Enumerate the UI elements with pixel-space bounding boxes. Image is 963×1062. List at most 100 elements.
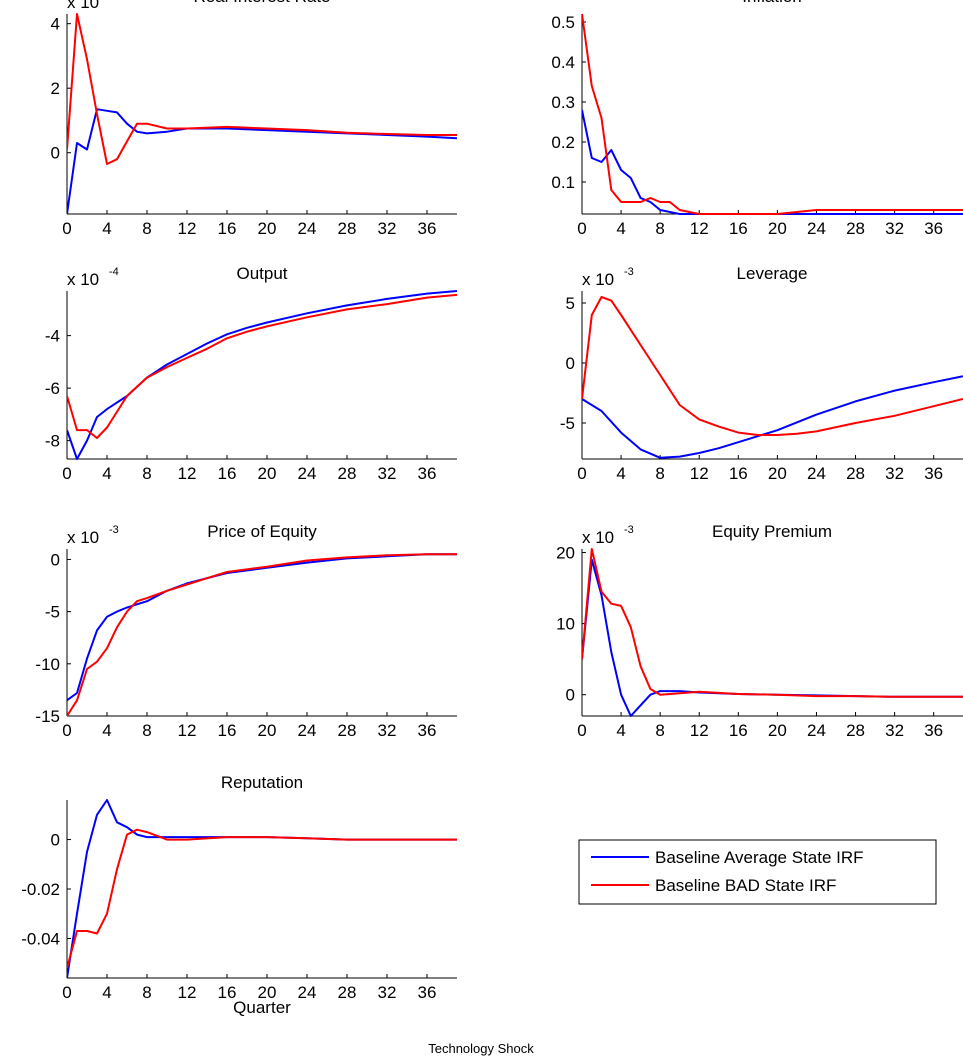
series-line-baseline-average-state-irf — [67, 553, 457, 702]
axis-exponent-power: -3 — [109, 524, 119, 536]
x-tick-label: 0 — [577, 464, 586, 483]
x-tick-label: 28 — [846, 721, 865, 740]
panel-inflation: 0 4 8 12 16 20 24 28 32 36 0.1 0.2 0.3 0.4 0.5 Inflatio… — [551, 0, 963, 238]
axis-exponent-power: -3 — [624, 266, 634, 278]
legend-label-bad: Baseline BAD State IRF — [655, 876, 836, 895]
legend-label-average: Baseline Average State IRF — [655, 848, 864, 867]
axis-exponent: x 10 — [582, 528, 614, 547]
series-line-baseline-bad-state-irf — [582, 548, 963, 698]
x-tick-label: 32 — [885, 464, 904, 483]
x-tick-label: 20 — [768, 219, 787, 238]
x-tick-label: 32 — [378, 219, 397, 238]
y-tick-label: 0 — [566, 354, 575, 373]
x-tick-label: 16 — [218, 219, 237, 238]
x-tick-label: 4 — [102, 464, 111, 483]
y-tick-label: 0.3 — [551, 93, 575, 112]
series-line-baseline-average-state-irf — [67, 290, 457, 460]
x-tick-label: 36 — [924, 721, 943, 740]
y-tick-label: 5 — [566, 294, 575, 313]
y-tick-label: 0.1 — [551, 173, 575, 192]
x-tick-label: 32 — [378, 464, 397, 483]
x-tick-label: 20 — [258, 721, 277, 740]
panel-reputation: 0 4 8 12 16 20 24 28 32 36 0 -0.02 -0.04 Reputation — [21, 773, 457, 1002]
y-tick-label: 20 — [556, 544, 575, 563]
y-tick-label: 0.2 — [551, 133, 575, 152]
y-tick-label: -0.04 — [21, 929, 60, 948]
series-line-baseline-bad-state-irf — [582, 296, 963, 436]
x-tick-label: 8 — [142, 983, 151, 1002]
y-tick-label: -8 — [45, 432, 60, 451]
x-tick-label: 8 — [655, 219, 664, 238]
x-tick-label: 24 — [298, 983, 317, 1002]
series-line-baseline-bad-state-irf — [67, 553, 457, 717]
x-tick-label: 4 — [616, 721, 625, 740]
y-tick-label: 0 — [566, 686, 575, 705]
y-tick-label: 4 — [51, 15, 60, 34]
panel-title: Equity Premium — [712, 522, 832, 541]
x-tick-label: 24 — [807, 464, 826, 483]
y-tick-label: 2 — [51, 79, 60, 98]
x-tick-label: 12 — [690, 219, 709, 238]
x-tick-label: 4 — [102, 983, 111, 1002]
x-tick-label: 32 — [885, 219, 904, 238]
x-tick-label: 36 — [418, 983, 437, 1002]
x-tick-label: 4 — [616, 219, 625, 238]
panel-title: Real Interest Rate — [193, 0, 330, 6]
x-tick-label: 36 — [418, 464, 437, 483]
x-tick-label: 28 — [338, 721, 357, 740]
axis-exponent-power: -4 — [109, 0, 119, 1]
y-tick-label: 0 — [51, 144, 60, 163]
x-tick-label: 28 — [338, 219, 357, 238]
axis-exponent-power: -4 — [109, 266, 119, 278]
x-tick-label: 24 — [807, 721, 826, 740]
y-tick-label: -4 — [45, 327, 60, 346]
series-line-baseline-average-state-irf — [67, 108, 457, 215]
x-tick-label: 12 — [178, 721, 197, 740]
y-tick-label: 0 — [51, 831, 60, 850]
x-tick-label: 8 — [655, 721, 664, 740]
x-tick-label: 36 — [418, 219, 437, 238]
x-tick-label: 36 — [924, 219, 943, 238]
y-tick-label: -10 — [35, 655, 60, 674]
x-tick-label: 8 — [142, 464, 151, 483]
x-tick-label: 20 — [768, 721, 787, 740]
axis-exponent: x 10 — [67, 0, 99, 12]
x-tick-label: 0 — [577, 219, 586, 238]
x-tick-label: 4 — [616, 464, 625, 483]
x-tick-label: 16 — [729, 464, 748, 483]
x-tick-label: 12 — [178, 464, 197, 483]
x-tick-label: 28 — [338, 464, 357, 483]
x-tick-label: 32 — [378, 983, 397, 1002]
axis-exponent: x 10 — [67, 270, 99, 289]
x-tick-label: 36 — [418, 721, 437, 740]
x-tick-label: 12 — [690, 721, 709, 740]
legend-box — [578, 839, 937, 905]
series-line-baseline-average-state-irf — [582, 375, 963, 459]
x-tick-label: 36 — [924, 464, 943, 483]
x-tick-label: 20 — [258, 219, 277, 238]
x-tick-label: 20 — [768, 464, 787, 483]
x-tick-label: 28 — [846, 219, 865, 238]
x-tick-label: 12 — [178, 219, 197, 238]
series-line-baseline-average-state-irf — [67, 799, 457, 979]
x-tick-label: 8 — [142, 721, 151, 740]
x-tick-label: 0 — [62, 721, 71, 740]
x-tick-label: 16 — [729, 219, 748, 238]
series-line-baseline-bad-state-irf — [67, 293, 457, 439]
figure-caption: Technology Shock — [428, 1041, 534, 1056]
axis-exponent: x 10 — [582, 270, 614, 289]
x-tick-label: 8 — [655, 464, 664, 483]
panel-title: Leverage — [737, 264, 808, 283]
x-tick-label: 20 — [258, 983, 277, 1002]
y-tick-label: 10 — [556, 615, 575, 634]
y-tick-label: 0 — [51, 550, 60, 569]
axis-exponent: x 10 — [67, 528, 99, 547]
series-line-baseline-average-state-irf — [582, 558, 963, 717]
x-tick-label: 16 — [729, 721, 748, 740]
y-tick-label: -0.02 — [21, 880, 60, 899]
x-tick-label: 24 — [298, 464, 317, 483]
x-axis-label: Quarter — [233, 998, 291, 1017]
